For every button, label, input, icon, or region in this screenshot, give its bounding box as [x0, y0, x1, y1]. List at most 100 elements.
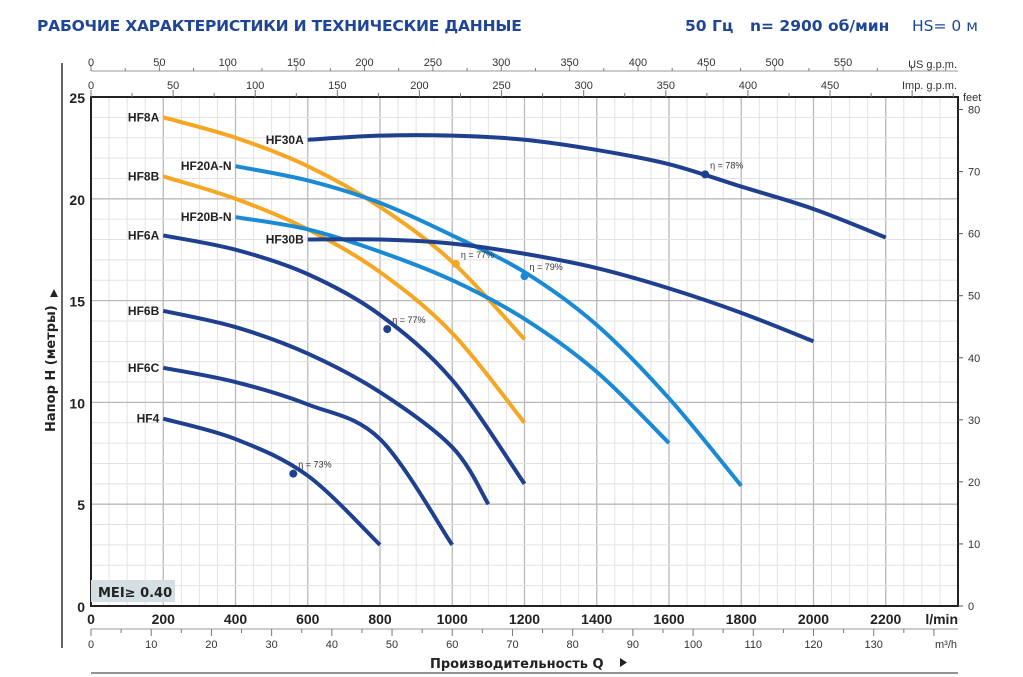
efficiency-point — [289, 469, 298, 478]
curve-hf6c — [162, 365, 454, 547]
imp-gpm-tick-label: 400 — [739, 80, 757, 92]
us-gpm-tick-label: 150 — [287, 57, 305, 69]
curve-hf20b-n — [235, 215, 671, 445]
m3h-unit: m³/h — [935, 639, 957, 651]
x-unit-label: l/min — [925, 611, 958, 627]
y-axis-title: Напор H (метры) — [44, 305, 59, 432]
feet-tick-label: 80 — [968, 105, 980, 117]
x-tick-label: 2200 — [870, 611, 901, 627]
hs-label: HS= 0 м — [912, 17, 978, 35]
imp-gpm-tick-label: 350 — [657, 80, 675, 92]
efficiency-label: η = 79% — [530, 262, 563, 272]
x-tick-label: 600 — [296, 611, 320, 627]
m3h-tick-label: 130 — [865, 639, 883, 651]
imp-gpm-tick-label: 300 — [575, 80, 593, 92]
m3h-tick-label: 40 — [326, 639, 338, 651]
efficiency-label: η = 78% — [710, 160, 743, 170]
curve-label-hf30a: HF30A — [266, 133, 304, 147]
m3h-tick-label: 10 — [145, 639, 157, 651]
curve-labels: HF8A HF8B HF20A-N HF20B-N HF30A HF30B HF6A HF6B… — [128, 110, 304, 425]
curve-hf8a — [162, 115, 526, 341]
curve-hf4 — [162, 416, 382, 547]
y-tick-label: 15 — [69, 294, 85, 310]
top-axes: 0 50 100 150 200 250 300 350 400 450 500 550 US g.p.… — [88, 57, 958, 97]
feet-tick-label: 10 — [968, 539, 980, 551]
us-gpm-tick-label: 550 — [834, 57, 852, 69]
y-tick-label: 20 — [69, 192, 85, 208]
feet-tick-label: 60 — [968, 229, 980, 241]
m3h-tick-label: 20 — [205, 639, 217, 651]
feet-tick-label: 30 — [968, 415, 980, 427]
x-tick-label: 1000 — [437, 611, 468, 627]
speed-label: n= 2900 об/мин — [750, 17, 890, 35]
curve-hf20a-n — [235, 164, 743, 488]
imp-gpm-tick-label: 200 — [410, 80, 428, 92]
frequency-label: 50 Гц — [685, 17, 734, 35]
curve-label-hf8a: HF8A — [128, 110, 160, 124]
m3h-tick-label: 120 — [804, 639, 822, 651]
grid — [90, 96, 959, 607]
m3h-tick-label: 80 — [567, 639, 579, 651]
curve-label-hf30b: HF30B — [266, 233, 304, 247]
x-tick-label: 1200 — [509, 611, 540, 627]
us-gpm-tick-label: 450 — [697, 57, 715, 69]
m3h-tick-label: 90 — [627, 639, 639, 651]
efficiency-point — [701, 170, 710, 179]
efficiency-label: η = 73% — [298, 460, 331, 470]
us-gpm-tick-label: 300 — [492, 57, 510, 69]
y-tick-label: 25 — [69, 90, 85, 106]
efficiency-label: η = 77% — [392, 315, 425, 325]
imp-gpm-tick-label: 100 — [246, 80, 264, 92]
curve-label-hf20b-n: HF20B-N — [181, 210, 232, 224]
imp-gpm-tick-label: 150 — [328, 80, 346, 92]
efficiency-markers: η = 73% η = 77% η = 77% η = 79% η = 78% — [289, 160, 743, 478]
us-gpm-tick-label: 350 — [560, 57, 578, 69]
imp-gpm-tick-label: 250 — [492, 80, 510, 92]
chart-title: РАБОЧИЕ ХАРАКТЕРИСТИКИ И ТЕХНИЧЕСКИЕ ДАН… — [37, 17, 522, 35]
y-tick-label: 0 — [77, 599, 85, 615]
feet-tick-label: 20 — [968, 477, 980, 489]
x-tick-label: 200 — [152, 611, 176, 627]
us-gpm-tick-label: 100 — [219, 57, 237, 69]
imp-gpm-unit: Imp. g.p.m. — [902, 80, 957, 92]
efficiency-label: η = 77% — [461, 250, 494, 260]
feet-tick-label: 50 — [968, 291, 980, 303]
imp-gpm-tick-label: 0 — [88, 80, 94, 92]
curve-label-hf4: HF4 — [137, 412, 160, 426]
curve-hf30a — [307, 133, 887, 240]
m3h-tick-label: 70 — [506, 639, 518, 651]
m3h-tick-label: 50 — [386, 639, 398, 651]
x-axis-arrow-icon — [620, 658, 627, 667]
imp-gpm-tick-label: 450 — [821, 80, 839, 92]
curve-hf6a — [162, 233, 527, 485]
x-tick-label: 0 — [87, 611, 95, 627]
curves — [162, 115, 887, 547]
y-axis-arrow-icon — [50, 289, 58, 297]
curve-label-hf6b: HF6B — [128, 304, 160, 318]
m3h-tick-label: 60 — [446, 639, 458, 651]
us-gpm-tick-label: 250 — [424, 57, 442, 69]
efficiency-point — [520, 272, 529, 281]
us-gpm-unit: US g.p.m. — [908, 59, 957, 71]
y-tick-label: 10 — [69, 395, 85, 411]
efficiency-point — [383, 325, 392, 334]
mei-badge: MEI≥ 0.40 — [98, 586, 172, 601]
feet-tick-label: 0 — [968, 601, 974, 613]
us-gpm-tick-label: 500 — [766, 57, 784, 69]
x-axis-title: Производительность Q — [430, 657, 604, 672]
curve-label-hf8b: HF8B — [128, 169, 160, 183]
us-gpm-tick-label: 400 — [629, 57, 647, 69]
feet-tick-label: 40 — [968, 353, 980, 365]
curve-hf30b — [307, 237, 815, 344]
left-axis-meters: 0 5 10 15 20 25 — [69, 90, 85, 615]
m3h-tick-label: 0 — [88, 639, 94, 651]
us-gpm-tick-label: 0 — [88, 57, 94, 69]
efficiency-point — [451, 259, 460, 268]
us-gpm-tick-label: 50 — [153, 57, 165, 69]
x-tick-label: 800 — [368, 611, 392, 627]
x-tick-label: 1400 — [581, 611, 612, 627]
feet-unit: feet — [963, 92, 981, 104]
x-tick-label: 2000 — [798, 611, 829, 627]
m3h-tick-label: 30 — [266, 639, 278, 651]
